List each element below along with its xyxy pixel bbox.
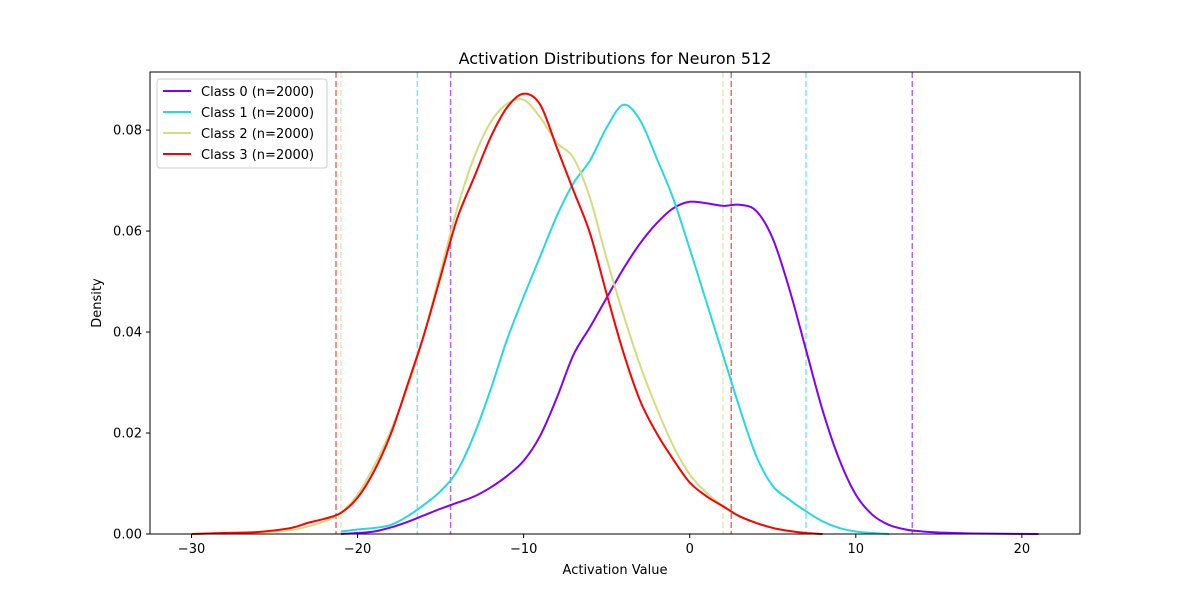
x-axis-ticks: −30 −20 −10 0 10 20 (178, 534, 1030, 557)
x-axis-label: Activation Value (563, 563, 668, 578)
x-tick-label: 0 (686, 542, 694, 557)
x-tick-label: 10 (848, 542, 865, 557)
y-tick-label: 0.08 (113, 124, 142, 139)
x-tick-label: −20 (344, 542, 371, 557)
x-tick-label: −10 (510, 542, 537, 557)
legend: Class 0 (n=2000) Class 1 (n=2000) Class 2 … (156, 78, 328, 169)
legend-label: Class 1 (n=2000) (201, 106, 314, 121)
legend-label: Class 3 (n=2000) (201, 148, 314, 163)
legend-box (156, 78, 328, 169)
y-axis-ticks: 0.00 0.02 0.04 0.06 0.08 (113, 124, 150, 543)
density-curves (191, 92, 1039, 535)
vertical-reference-lines (335, 72, 914, 534)
series-0-density-curve (340, 200, 1039, 535)
plot-frame (149, 71, 1081, 535)
legend-label: Class 0 (n=2000) (201, 85, 314, 100)
x-tick-label: 20 (1014, 542, 1031, 557)
y-tick-label: 0.06 (113, 225, 142, 240)
series-3-density-curve (191, 92, 823, 535)
y-tick-label: 0.00 (113, 528, 142, 543)
chart-title: Activation Distributions for Neuron 512 (459, 49, 772, 68)
legend-label: Class 2 (n=2000) (201, 127, 314, 142)
x-tick-label: −30 (178, 542, 205, 557)
series-1-density-curve (340, 103, 890, 535)
y-axis-label: Density (90, 278, 105, 328)
y-tick-label: 0.02 (113, 427, 142, 442)
y-tick-label: 0.04 (113, 326, 142, 341)
